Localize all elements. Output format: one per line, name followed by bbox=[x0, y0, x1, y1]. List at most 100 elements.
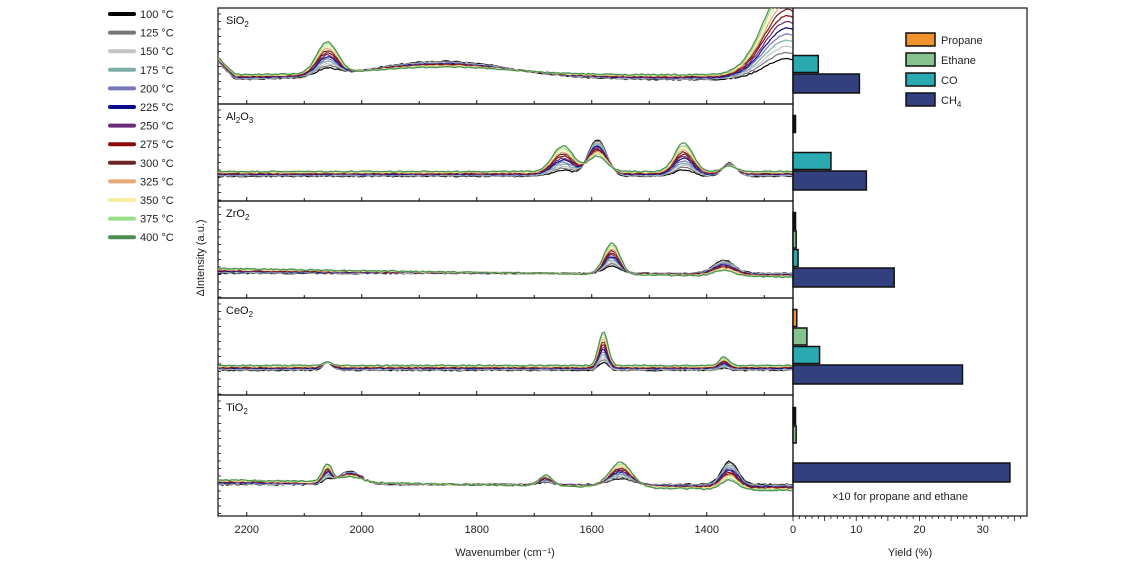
panel-label: ZrO2 bbox=[226, 208, 250, 222]
panel-1: Al2O3 bbox=[217, 103, 794, 202]
x-tick-label: 1600 bbox=[580, 524, 604, 536]
legend-label: 375 °C bbox=[140, 214, 174, 226]
spectra-chart: SiO2 Al2O3 ZrO2 CeO2 TiO2 2200 2000 1800 1600 140… bbox=[217, 7, 794, 536]
legend-item: 375 °C bbox=[108, 214, 174, 226]
legend-item: 400 °C bbox=[108, 232, 174, 244]
yield-bar-chart: 0 10 20 30 Propane Ethane CO CH4 bbox=[790, 7, 1028, 536]
bar-propane bbox=[792, 211, 797, 231]
legend-label: 400 °C bbox=[140, 232, 174, 244]
spectrum-line bbox=[218, 333, 793, 368]
product-legend-item: CH4 bbox=[905, 92, 962, 109]
legend-swatch bbox=[905, 92, 936, 107]
bar-propane bbox=[792, 114, 797, 134]
legend-label: 125 °C bbox=[140, 28, 174, 40]
bar-ch4 bbox=[792, 73, 861, 94]
panel-label: Al2O3 bbox=[226, 111, 254, 125]
x-tick-label: 1800 bbox=[465, 524, 489, 536]
legend-item: 175 °C bbox=[108, 65, 174, 77]
x-tick-label: 1400 bbox=[695, 524, 719, 536]
spectrum-line bbox=[218, 8, 771, 76]
legend-label: 100 °C bbox=[140, 9, 174, 21]
panel-frame bbox=[217, 200, 794, 299]
x-tick-label: 2000 bbox=[350, 524, 374, 536]
panel-frame bbox=[217, 297, 794, 396]
bar-co bbox=[792, 54, 820, 74]
bar-group-CeO2 bbox=[792, 308, 964, 385]
legend-label: CH4 bbox=[941, 95, 962, 109]
panel-4: TiO2 bbox=[217, 394, 794, 517]
spectrum-line bbox=[218, 149, 793, 174]
bar-annotation: ×10 for propane and ethane bbox=[832, 491, 968, 503]
spectrum-line bbox=[218, 146, 793, 174]
spectrum-line bbox=[218, 8, 780, 78]
legend-label: CO bbox=[941, 75, 958, 87]
x-axis-title: Wavenumber (cm⁻¹) bbox=[455, 547, 555, 559]
yield-tick-label: 20 bbox=[913, 524, 925, 536]
bar-ch4 bbox=[792, 267, 895, 288]
legend-item: 300 °C bbox=[108, 158, 174, 170]
yield-axis-title: Yield (%) bbox=[888, 547, 932, 559]
legend-label: 200 °C bbox=[140, 83, 174, 95]
bar-group-TiO2 bbox=[792, 406, 1011, 483]
spectrum-line bbox=[218, 8, 776, 77]
legend-item: 150 °C bbox=[108, 46, 174, 58]
legend-swatch bbox=[905, 52, 936, 67]
bar-ethane bbox=[792, 327, 808, 346]
legend-swatch bbox=[905, 32, 936, 47]
legend-label: Propane bbox=[941, 35, 983, 47]
panel-frame bbox=[217, 103, 794, 202]
product-legend-item: Ethane bbox=[905, 52, 976, 67]
product-legend-item: Propane bbox=[905, 32, 983, 47]
legend-label: 250 °C bbox=[140, 121, 174, 133]
legend-item: 200 °C bbox=[108, 83, 174, 95]
bar-ethane bbox=[792, 230, 797, 249]
panel-label: CeO2 bbox=[226, 305, 254, 319]
legend-label: 300 °C bbox=[140, 158, 174, 170]
legend-label: 225 °C bbox=[140, 102, 174, 114]
bar-ethane bbox=[792, 425, 797, 444]
spectrum-line bbox=[218, 331, 793, 367]
bar-group-ZrO2 bbox=[792, 211, 895, 288]
bar-group-Al2O3 bbox=[792, 114, 868, 191]
bar-co bbox=[792, 151, 832, 171]
spectrum-line bbox=[218, 145, 793, 174]
legend-label: 325 °C bbox=[140, 176, 174, 188]
bar-co bbox=[792, 345, 821, 365]
temperature-legend: 100 °C 125 °C 150 °C 175 °C 200 °C 225 °C 250 … bbox=[108, 9, 174, 244]
legend-label: 175 °C bbox=[140, 65, 174, 77]
product-legend: Propane Ethane CO CH4 bbox=[905, 32, 983, 109]
legend-item: 125 °C bbox=[108, 28, 174, 40]
yield-tick-label: 0 bbox=[790, 524, 796, 536]
legend-item: 350 °C bbox=[108, 195, 174, 207]
panel-label: SiO2 bbox=[226, 15, 249, 29]
bar-ch4 bbox=[792, 462, 1011, 483]
legend-item: 325 °C bbox=[108, 176, 174, 188]
panel-frame bbox=[217, 394, 794, 517]
legend-item: 250 °C bbox=[108, 121, 174, 133]
legend-label: 275 °C bbox=[140, 139, 174, 151]
spectrum-line bbox=[218, 339, 793, 368]
spectrum-line bbox=[218, 8, 773, 77]
bar-group-SiO2 bbox=[792, 54, 861, 94]
spectrum-line bbox=[218, 341, 793, 369]
panel-label: TiO2 bbox=[226, 402, 248, 416]
spectrum-line bbox=[218, 461, 793, 492]
legend-item: 275 °C bbox=[108, 139, 174, 151]
bar-ch4 bbox=[792, 364, 964, 385]
bar-propane bbox=[792, 406, 797, 426]
bar-co bbox=[792, 248, 799, 268]
panel-3: CeO2 bbox=[217, 297, 794, 396]
panel-0: SiO2 bbox=[217, 7, 794, 105]
legend-item: 100 °C bbox=[108, 9, 174, 21]
bar-propane bbox=[792, 308, 798, 328]
legend-item: 225 °C bbox=[108, 102, 174, 114]
bar-ch4 bbox=[792, 170, 868, 191]
legend-label: 150 °C bbox=[140, 46, 174, 58]
y-axis-title: ΔIntensity (a.u.) bbox=[195, 219, 207, 296]
legend-label: 350 °C bbox=[140, 195, 174, 207]
spectrum-line bbox=[218, 336, 793, 368]
product-legend-item: CO bbox=[905, 72, 958, 87]
spectrum-line bbox=[218, 142, 793, 173]
yield-tick-label: 30 bbox=[977, 524, 989, 536]
